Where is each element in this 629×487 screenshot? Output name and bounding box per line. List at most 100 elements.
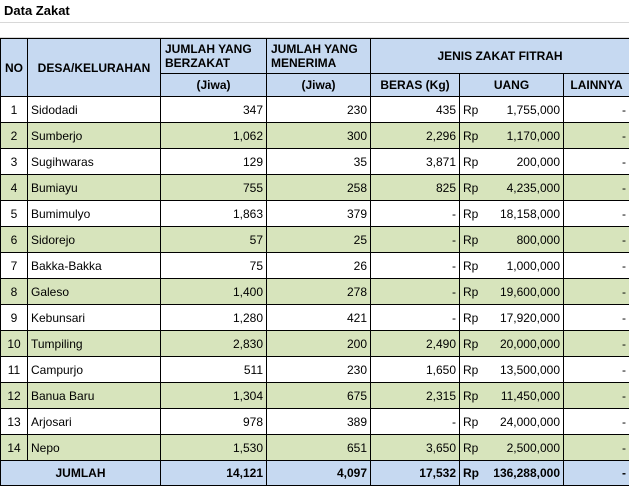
cell-currency: Rp	[463, 362, 479, 377]
cell-menerima: 258	[266, 174, 371, 201]
cell-beras: 2,315	[370, 382, 460, 409]
cell-uang: Rp 1,170,000	[459, 122, 564, 149]
table-row: 14 Nepo 1,530 651 3,650 Rp 2,500,000-	[0, 434, 629, 461]
cell-currency: Rp	[463, 258, 479, 273]
total-label: JUMLAH	[0, 460, 161, 486]
cell-uang: Rp 18,158,000	[459, 200, 564, 227]
sheet-title: Data Zakat	[0, 0, 629, 23]
cell-berzakat: 2,830	[160, 330, 267, 357]
cell-uang-value: 4,235,000	[506, 180, 560, 195]
cell-menerima: 26	[266, 252, 371, 279]
cell-desa: Banua Baru	[27, 382, 161, 409]
cell-desa: Galeso	[27, 278, 161, 305]
table-row: 2 Sumberjo 1,062 300 2,296 Rp 1,170,000-	[0, 122, 629, 149]
cell-berzakat: 1,863	[160, 200, 267, 227]
cell-beras: 2,296	[370, 122, 460, 149]
cell-menerima: 230	[266, 96, 371, 123]
cell-uang: Rp 200,000	[459, 148, 564, 175]
cell-beras: -	[370, 252, 460, 279]
cell-lainnya: -	[562, 252, 629, 279]
cell-menerima: 389	[266, 408, 371, 435]
table-row: 3 Sugihwaras 129 35 3,871 Rp 200,000-	[0, 148, 629, 175]
cell-berzakat: 347	[160, 96, 267, 123]
cell-uang: Rp 13,500,000	[459, 356, 564, 383]
cell-uang: Rp 11,450,000	[459, 382, 564, 409]
cell-uang-value: 17,920,000	[499, 310, 560, 325]
cell-uang-value: 1,755,000	[506, 102, 560, 117]
cell-beras: 2,490	[370, 330, 460, 357]
cell-desa: Tumpiling	[27, 330, 161, 357]
cell-uang: Rp 20,000,000	[459, 330, 564, 357]
cell-uang: Rp 19,600,000	[459, 278, 564, 305]
cell-desa: Sugihwaras	[27, 148, 161, 175]
header-no: NO	[0, 38, 28, 97]
cell-uang-value: 20,000,000	[499, 336, 560, 351]
total-berzakat: 14,121	[160, 460, 267, 486]
cell-beras: 3,871	[370, 148, 460, 175]
zakat-table: NO DESA/KELURAHAN JUMLAH YANG BERZAKAT J…	[0, 38, 629, 486]
cell-beras: 3,650	[370, 434, 460, 461]
cell-desa: Sidorejo	[27, 226, 161, 253]
cell-menerima: 379	[266, 200, 371, 227]
cell-currency: Rp	[463, 440, 479, 455]
cell-beras: -	[370, 408, 460, 435]
header-jumlah-menerima: JUMLAH YANG MENERIMA	[266, 38, 371, 74]
cell-no: 1	[0, 96, 28, 123]
cell-lainnya: -	[562, 278, 629, 305]
cell-lainnya: -	[562, 148, 629, 175]
cell-no: 7	[0, 252, 28, 279]
header-jumlah-berzakat: JUMLAH YANG BERZAKAT	[160, 38, 267, 74]
cell-currency: Rp	[463, 128, 479, 143]
cell-beras: -	[370, 200, 460, 227]
blank-row	[0, 23, 629, 38]
total-row: JUMLAH 14,121 4,097 17,532 Rp 136,288,00…	[0, 460, 629, 486]
cell-uang-value: 18,158,000	[499, 206, 560, 221]
cell-uang: Rp 1,000,000	[459, 252, 564, 279]
cell-uang-value: 19,600,000	[499, 284, 560, 299]
cell-berzakat: 511	[160, 356, 267, 383]
header-desa: DESA/KELURAHAN	[27, 38, 161, 97]
cell-uang-value: 200,000	[516, 154, 560, 169]
cell-lainnya: -	[562, 226, 629, 253]
cell-beras: -	[370, 304, 460, 331]
cell-uang-value: 24,000,000	[499, 414, 560, 429]
cell-berzakat: 1,062	[160, 122, 267, 149]
cell-uang: Rp 800,000	[459, 226, 564, 253]
table-row: 1 Sidodadi 347 230 435 Rp 1,755,000-	[0, 96, 629, 123]
total-lainnya: -	[562, 460, 629, 486]
cell-desa: Sumberjo	[27, 122, 161, 149]
header-uang: UANG	[459, 73, 564, 97]
cell-uang: Rp 1,755,000	[459, 96, 564, 123]
cell-berzakat: 75	[160, 252, 267, 279]
table-row: 12 Banua Baru 1,304 675 2,315 Rp 11,450,000-	[0, 382, 629, 409]
cell-beras: -	[370, 278, 460, 305]
table-row: 5 Bumimulyo 1,863 379- Rp 18,158,000-	[0, 200, 629, 227]
header-jiwa-menerima: (Jiwa)	[266, 73, 371, 97]
cell-berzakat: 1,530	[160, 434, 267, 461]
cell-desa: Arjosari	[27, 408, 161, 435]
cell-currency: Rp	[463, 336, 479, 351]
cell-lainnya: -	[562, 174, 629, 201]
cell-berzakat: 129	[160, 148, 267, 175]
cell-desa: Bakka-Bakka	[27, 252, 161, 279]
cell-uang-value: 800,000	[516, 232, 560, 247]
header-jenis-zakat: JENIS ZAKAT FITRAH	[369, 38, 629, 74]
cell-lainnya: -	[562, 96, 629, 123]
cell-currency: Rp	[463, 232, 479, 247]
cell-beras: 825	[370, 174, 460, 201]
cell-no: 2	[0, 122, 28, 149]
table-row: 4 Bumiayu 755 258 825 Rp 4,235,000-	[0, 174, 629, 201]
cell-no: 10	[0, 330, 28, 357]
cell-menerima: 200	[266, 330, 371, 357]
cell-uang-value: 1,000,000	[506, 258, 560, 273]
total-uang: Rp 136,288,000	[459, 460, 564, 486]
cell-menerima: 230	[266, 356, 371, 383]
table-row: 11 Campurjo 511 230 1,650 Rp 13,500,000-	[0, 356, 629, 383]
cell-lainnya: -	[562, 330, 629, 357]
table-row: 6 Sidorejo 57 25- Rp 800,000-	[0, 226, 629, 253]
total-uang-value: 136,288,000	[493, 466, 560, 480]
cell-berzakat: 1,400	[160, 278, 267, 305]
cell-uang-value: 13,500,000	[499, 362, 560, 377]
cell-menerima: 300	[266, 122, 371, 149]
